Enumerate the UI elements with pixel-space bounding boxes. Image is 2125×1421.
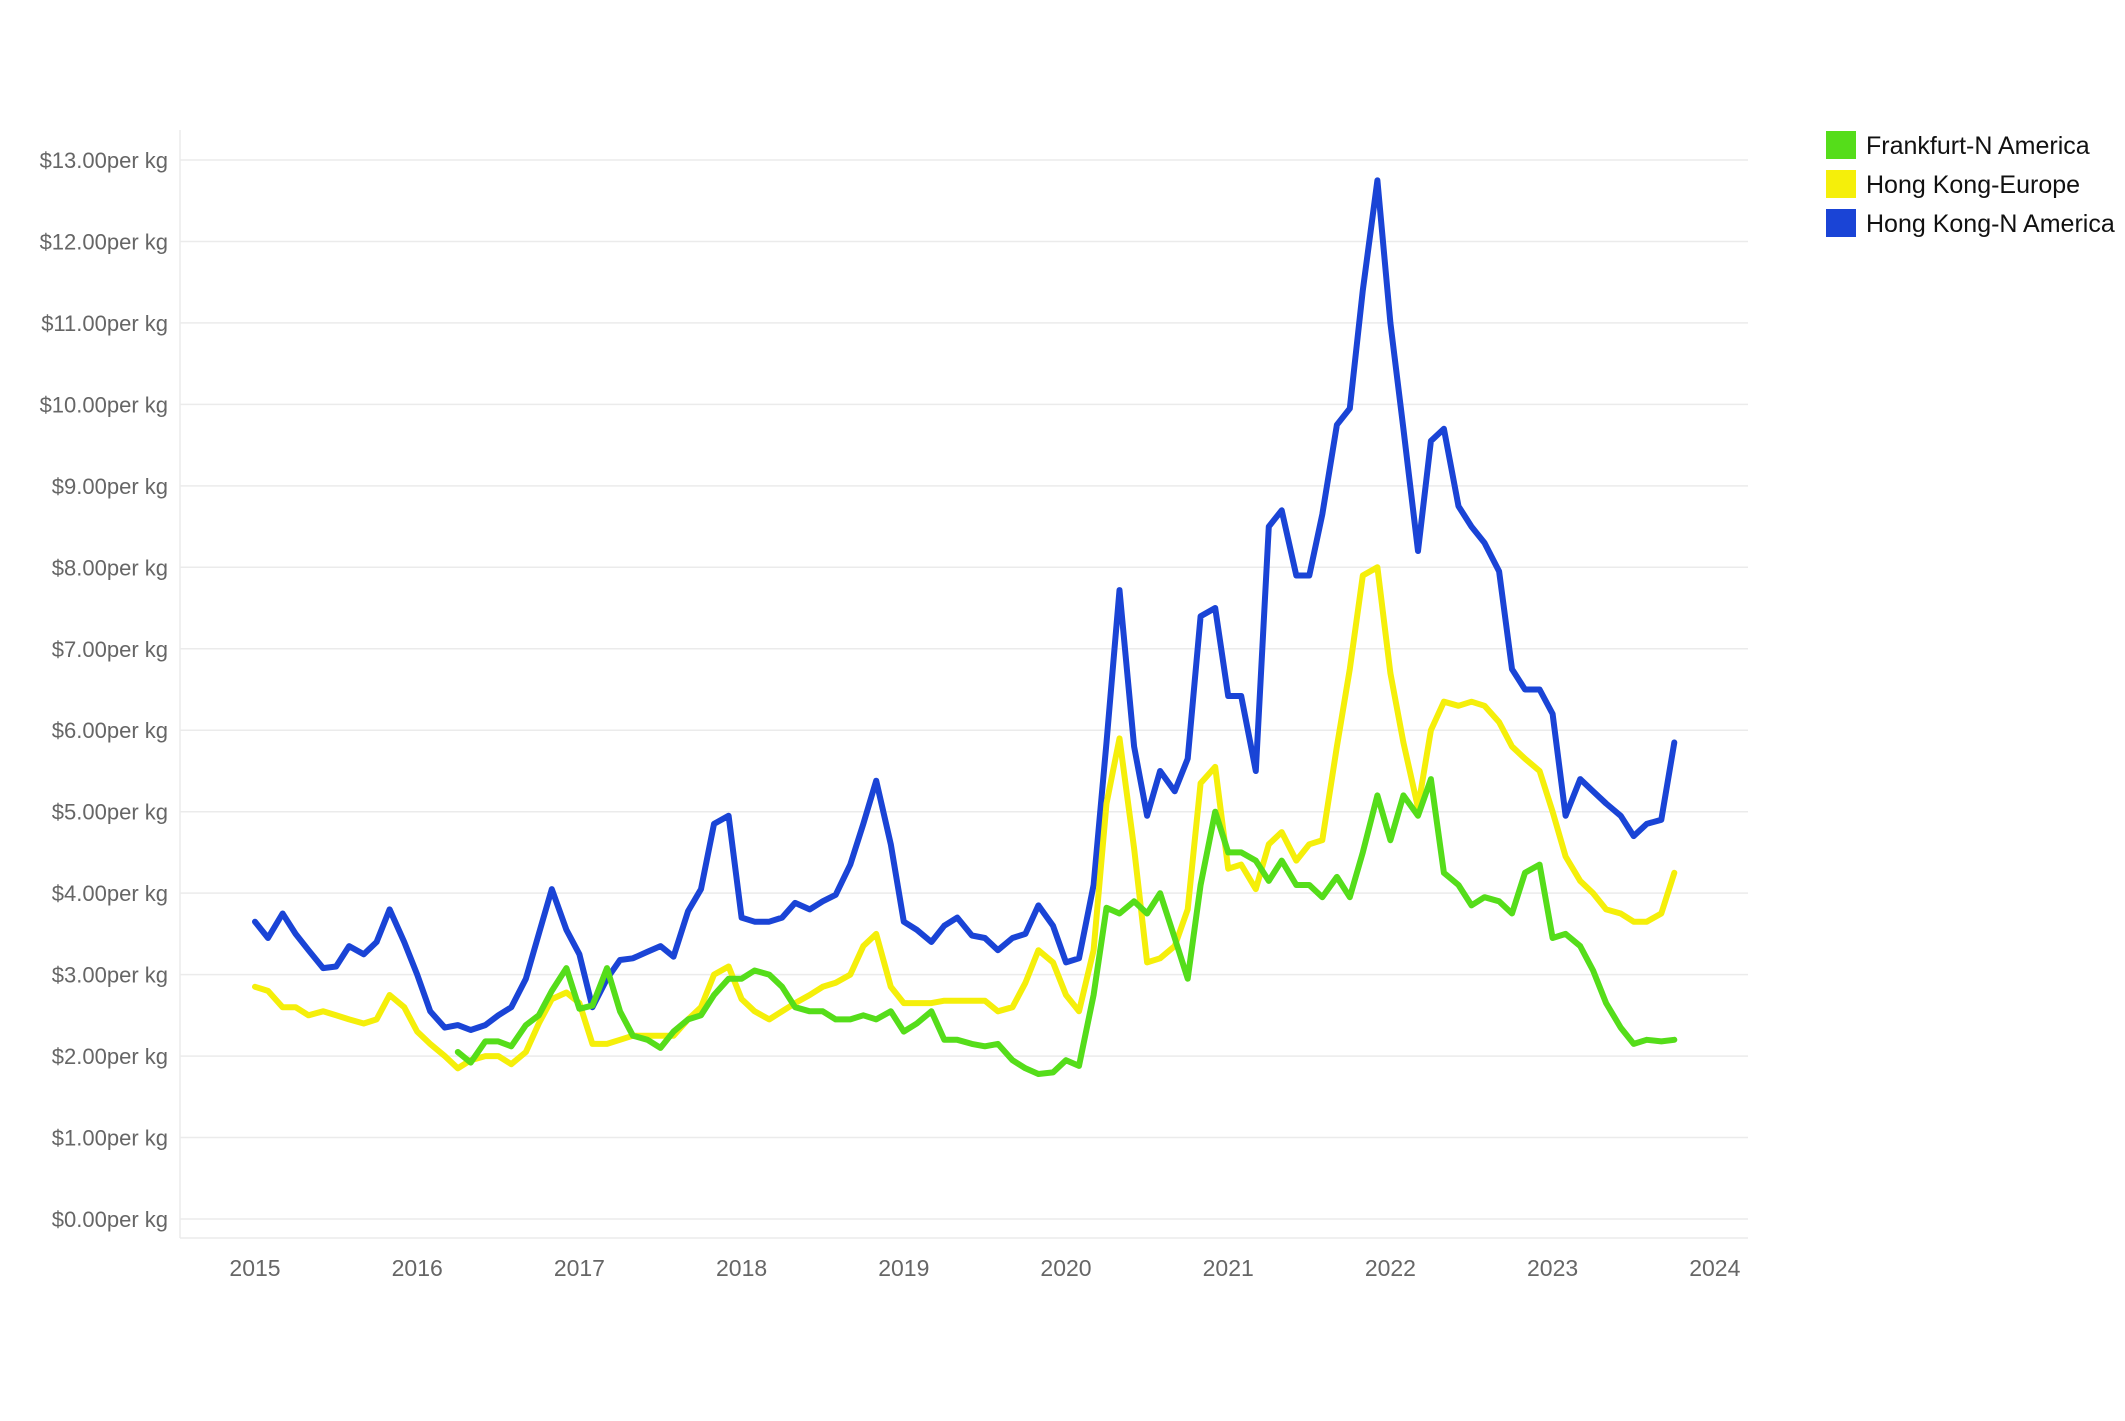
series-line-hong-kong-europe[interactable] [252,564,1678,1072]
y-tick-label: $12.00per kg [40,229,168,254]
x-axis-tick-labels: 2015 2016 2017 2018 2019 2020 2021 2022 2023 2024 [229,1255,1740,1281]
legend-item[interactable]: Hong Kong-Europe [1826,170,2080,199]
legend-swatch [1826,131,1856,159]
series-lines [252,177,1678,1077]
x-tick-label: 2019 [878,1255,929,1281]
x-tick-label: 2022 [1365,1255,1416,1281]
y-tick-label: $3.00per kg [52,963,168,988]
legend-label: Hong Kong-N America [1866,210,2115,238]
legend-label: Hong Kong-Europe [1866,171,2080,199]
y-tick-label: $5.00per kg [52,800,168,825]
y-tick-label: $13.00per kg [40,148,168,173]
legend-item[interactable]: Frankfurt-N America [1826,131,2090,160]
x-tick-label: 2016 [392,1255,443,1281]
x-tick-label: 2021 [1203,1255,1254,1281]
legend[interactable]: Frankfurt-N America Hong Kong-Europe Hong … [1826,131,2115,238]
y-tick-label: $9.00per kg [52,474,168,499]
y-tick-label: $2.00per kg [52,1044,168,1069]
y-tick-label: $0.00per kg [52,1207,168,1232]
y-tick-label: $10.00per kg [40,392,168,417]
y-axis-tick-labels: $13.00per kg $12.00per kg $11.00per kg $10.… [40,148,168,1232]
legend-swatch [1826,209,1856,237]
series-line-hong-kong-n-america[interactable] [252,177,1678,1033]
legend-label: Frankfurt-N America [1866,132,2090,160]
x-tick-label: 2020 [1040,1255,1091,1281]
y-tick-label: $8.00per kg [52,555,168,580]
x-tick-label: 2018 [716,1255,767,1281]
x-tick-label: 2017 [554,1255,605,1281]
y-tick-label: $11.00per kg [41,311,168,336]
y-tick-label: $7.00per kg [52,637,168,662]
series-line-frankfurt-n-america[interactable] [454,776,1678,1077]
gridlines [179,130,1748,1239]
y-tick-label: $6.00per kg [52,718,168,743]
x-tick-label: 2024 [1689,1255,1740,1281]
legend-swatch [1826,170,1856,198]
x-tick-label: 2023 [1527,1255,1578,1281]
legend-item[interactable]: Hong Kong-N America [1826,209,2115,238]
x-tick-label: 2015 [229,1255,280,1281]
y-tick-label: $1.00per kg [52,1126,168,1151]
y-tick-label: $4.00per kg [52,881,168,906]
